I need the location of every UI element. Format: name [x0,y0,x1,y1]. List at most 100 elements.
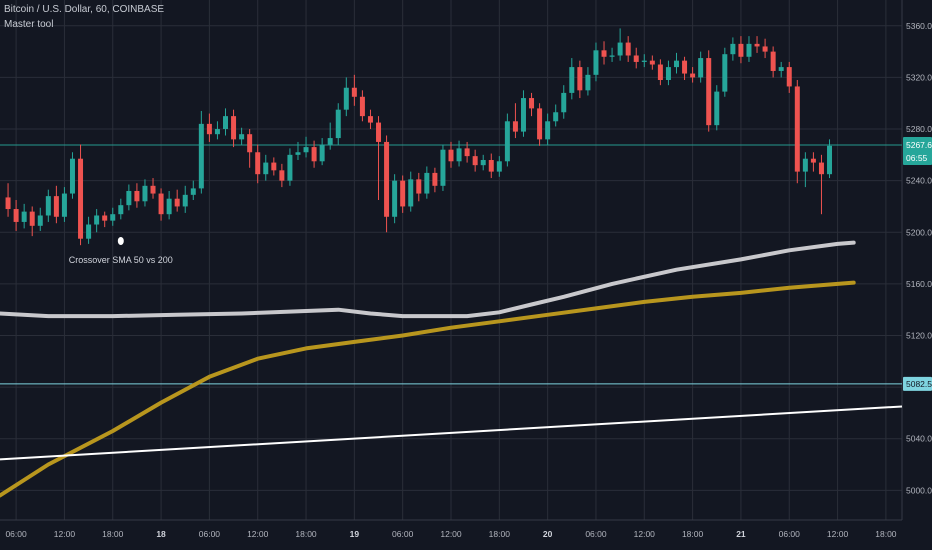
last-price-tag-bg [903,136,932,165]
candle-body [585,74,591,91]
candle-body [569,67,575,93]
candle-body [174,198,180,207]
crossover-marker [117,237,124,245]
candle-body [698,58,704,78]
candle-body [134,190,140,202]
candle-body [682,60,688,74]
candle-body [53,196,59,217]
time-tick-label: 18:00 [102,529,124,539]
candle-body [376,122,382,142]
candle-body [223,116,228,130]
time-tick-label: 06:00 [5,529,27,539]
candle-body [118,205,124,215]
candle-body [778,67,784,71]
candle-body [810,158,816,163]
time-tick-label: 18:00 [875,529,897,539]
candle-body [29,211,35,226]
candle-body [794,86,800,172]
candle-body [247,134,253,153]
candle-body [239,134,245,140]
price-tick-label: 5000.00 [906,485,932,495]
candle-body [786,67,792,87]
last-price-tag: 5267.63 [906,140,932,150]
candle-body [5,197,11,210]
time-tick-label: 21 [736,529,746,539]
symbol-title[interactable]: Bitcoin / U.S. Dollar, 60, COINBASE [4,4,165,15]
price-tags: 5267.63 06:55 5082.54 [903,136,932,391]
candle-body [520,98,526,132]
price-tick-label: 5120.00 [906,330,932,340]
time-tick-label: 06:00 [199,529,221,539]
price-tick-label: 5240.00 [906,176,932,186]
candle-body [690,73,696,78]
time-tick-label: 06:00 [585,529,607,539]
sma-50-line [0,240,856,319]
candle-body [746,43,752,57]
price-tick-label: 5200.00 [906,227,932,237]
candle-body [424,172,430,194]
candle-body [472,156,478,166]
candle-body [206,123,212,135]
candle-body [641,60,647,62]
candle-body [102,215,108,221]
candle-body [738,43,744,57]
candle-body [198,123,204,189]
candle-body [287,154,293,181]
candle-body [827,145,833,175]
candle-body [504,121,510,162]
candle-body [529,98,535,109]
trendline [0,405,903,461]
candle-body [754,43,760,47]
candle-body [126,190,132,206]
candle-body [335,109,341,139]
candle-body [674,60,679,68]
candle-body [359,96,365,117]
candle-body [351,87,357,97]
candle-body [625,42,631,56]
candle-body [553,112,559,122]
candle-body [94,215,100,225]
candle-body [456,148,462,162]
candle-body [818,162,824,175]
candle-body [577,67,583,91]
candle-body [665,67,671,80]
time-axis[interactable]: 06:00 12:00 18:00 18 06:00 12:00 18:00 19 06:00 1… [5,529,896,539]
time-tick-label: 06:00 [779,529,801,539]
candle-body [448,149,454,162]
crossover-label: Crossover SMA 50 vs 200 [69,255,173,265]
time-tick-label: 06:00 [392,529,414,539]
time-tick-label: 12:00 [54,529,76,539]
bar-countdown: 06:55 [906,153,928,163]
time-tick-label: 18:00 [489,529,511,539]
candle-body [231,116,237,140]
time-tick-label: 18:00 [295,529,317,539]
time-tick-label: 12:00 [827,529,849,539]
candle-body [343,87,349,110]
candle-body [488,160,494,172]
price-tick-label: 5280.00 [906,124,932,134]
time-tick-label: 20 [543,529,553,539]
candle-body [214,129,220,135]
time-tick-label: 18:00 [682,529,704,539]
candle-body [706,58,712,126]
candle-body [633,55,639,62]
candle-body [69,158,75,194]
indicator-label[interactable]: Master tool [4,19,54,30]
price-tick-label: 5040.00 [906,434,932,444]
candle-body [480,160,486,166]
candle-body [303,147,309,153]
candle-body [770,51,776,71]
candle-body [408,179,414,207]
price-tick-label: 5360.00 [906,21,932,31]
candle-body [649,60,655,65]
candle-body [464,148,470,157]
candle-body [319,144,325,162]
candle-body [45,196,51,216]
candle-body [86,224,92,239]
candle-body [37,215,43,226]
time-tick-label: 19 [350,529,360,539]
candle-body [714,91,720,126]
time-tick-label: 12:00 [440,529,462,539]
candle-body [432,172,438,186]
